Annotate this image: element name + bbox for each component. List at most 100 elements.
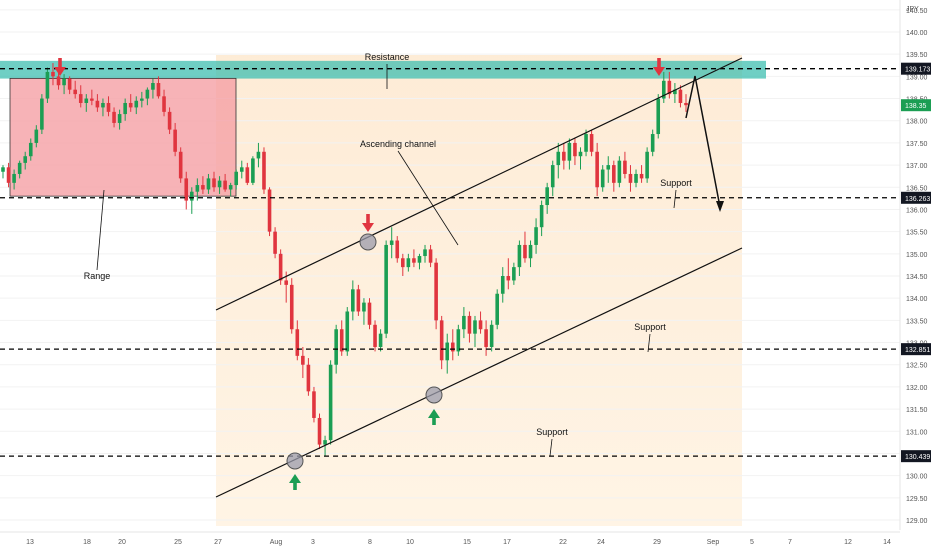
candle-body (589, 134, 594, 152)
channel-pointer (397, 150, 459, 246)
green-up-arrow (428, 409, 440, 418)
x-tick-label: 18 (83, 539, 91, 546)
candle-body (173, 129, 177, 152)
y-tick-label: 137.50 (906, 141, 928, 148)
green-up-arrow-shaft (432, 417, 436, 425)
candle-body (423, 249, 427, 257)
y-tick-label: 129.50 (906, 496, 928, 503)
support-pointer-upper (673, 189, 677, 209)
candle-body (17, 162, 22, 174)
channel-upper-line (215, 57, 743, 311)
candle-body (478, 320, 483, 330)
support-label-lower: Support (536, 427, 568, 437)
y-tick-label: 136.00 (906, 207, 928, 214)
range-pointer (96, 189, 105, 271)
time-axis-bg (0, 532, 932, 550)
candle-body (101, 102, 105, 108)
projection-arrowhead (716, 201, 724, 212)
candle-body (351, 289, 355, 312)
price-marker-label: 138.35 (905, 103, 927, 110)
candle-body (90, 98, 94, 101)
candle-body (84, 98, 89, 103)
candle-body (506, 276, 511, 281)
candle-body (661, 80, 666, 99)
support-label-upper: Support (660, 178, 692, 188)
candle-body (45, 71, 50, 99)
x-tick-label: 20 (118, 539, 126, 546)
y-tick-label: 129.00 (906, 518, 928, 525)
y-tick-label: 138.00 (906, 119, 928, 126)
red-down-arrow (653, 67, 665, 76)
candle-body (62, 78, 66, 86)
candle-body (328, 364, 333, 441)
candle-body (106, 102, 111, 112)
candle-body (495, 293, 500, 325)
x-tick-label: 3 (311, 539, 315, 546)
candle-body (356, 289, 361, 312)
y-tick-label: 132.00 (906, 385, 928, 392)
candle-body (584, 134, 588, 152)
red-down-arrow-shaft (366, 214, 370, 224)
price-axis: JPY 140.50140.00139.50139.00138.50138.00… (899, 0, 932, 530)
candles-layer (1, 63, 688, 456)
candle-body (528, 244, 533, 259)
background-layer (216, 55, 742, 526)
candle-body (184, 178, 189, 201)
candle-body (28, 142, 33, 157)
range-box (9, 77, 237, 197)
red-down-arrow-shaft (657, 58, 661, 68)
candle-body (600, 169, 605, 188)
candle-body (462, 315, 466, 330)
y-tick-label: 136.50 (906, 185, 928, 192)
candle-body (306, 364, 311, 392)
candle-body (639, 173, 644, 179)
candle-body (384, 244, 388, 334)
candle-body (223, 180, 227, 190)
candle-body (267, 189, 272, 232)
candle-body (489, 324, 494, 347)
candle-body (550, 165, 555, 188)
y-tick-label: 140.00 (906, 30, 928, 37)
candle-body (217, 180, 222, 188)
candle-body (456, 329, 461, 352)
candle-body (151, 83, 155, 90)
y-tick-label: 134.00 (906, 296, 928, 303)
candle-body (128, 102, 133, 108)
candle-body (273, 231, 277, 254)
candle-body (545, 187, 549, 206)
candle-body (34, 129, 39, 143)
y-tick-label: 133.50 (906, 318, 928, 325)
candle-body (140, 98, 144, 101)
candle-body (445, 342, 450, 361)
resistance-label: Resistance (365, 52, 410, 62)
price-marker-tag (901, 99, 931, 112)
candle-body (67, 78, 72, 90)
candle-body (378, 333, 383, 347)
x-tick-label: 13 (26, 539, 34, 546)
y-tick-label: 131.00 (906, 429, 928, 436)
candle-body (406, 258, 411, 268)
candle-body (612, 165, 616, 183)
candle-body (12, 173, 16, 183)
annotations-layer: Resistance Range Ascending channel Support S… (54, 52, 692, 490)
x-tick-label: 7 (788, 539, 792, 546)
candle-body (51, 71, 55, 77)
candle-body (239, 167, 244, 172)
candle-body (262, 151, 266, 190)
time-axis: 13 18 20 25 27 Aug 3 8 10 15 17 22 24 29 Sep 5 7 12 14 (0, 531, 932, 550)
touch-point-circle (286, 452, 304, 470)
candle-body (289, 284, 294, 330)
touch-point-circle (425, 386, 443, 404)
candle-body (362, 302, 366, 312)
candle-body (245, 167, 250, 183)
candle-body (623, 160, 627, 174)
x-tick-label: 5 (750, 539, 754, 546)
candle-body (517, 244, 522, 268)
lines-layer (0, 57, 900, 498)
channel-label: Ascending channel (360, 139, 436, 149)
candle-body (23, 156, 28, 163)
range-label: Range (84, 271, 111, 281)
candle-body (645, 151, 649, 179)
